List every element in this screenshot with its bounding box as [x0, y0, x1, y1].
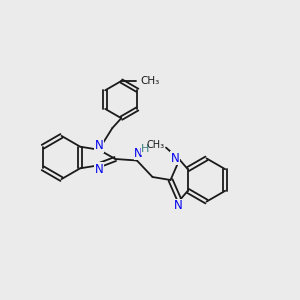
- Text: N: N: [94, 139, 103, 152]
- Text: CH₃: CH₃: [140, 76, 159, 86]
- Text: CH₃: CH₃: [146, 140, 165, 150]
- Text: N: N: [174, 199, 182, 212]
- Text: N: N: [134, 147, 143, 160]
- Text: N: N: [171, 152, 179, 165]
- Text: H: H: [141, 144, 149, 154]
- Text: N: N: [94, 163, 103, 176]
